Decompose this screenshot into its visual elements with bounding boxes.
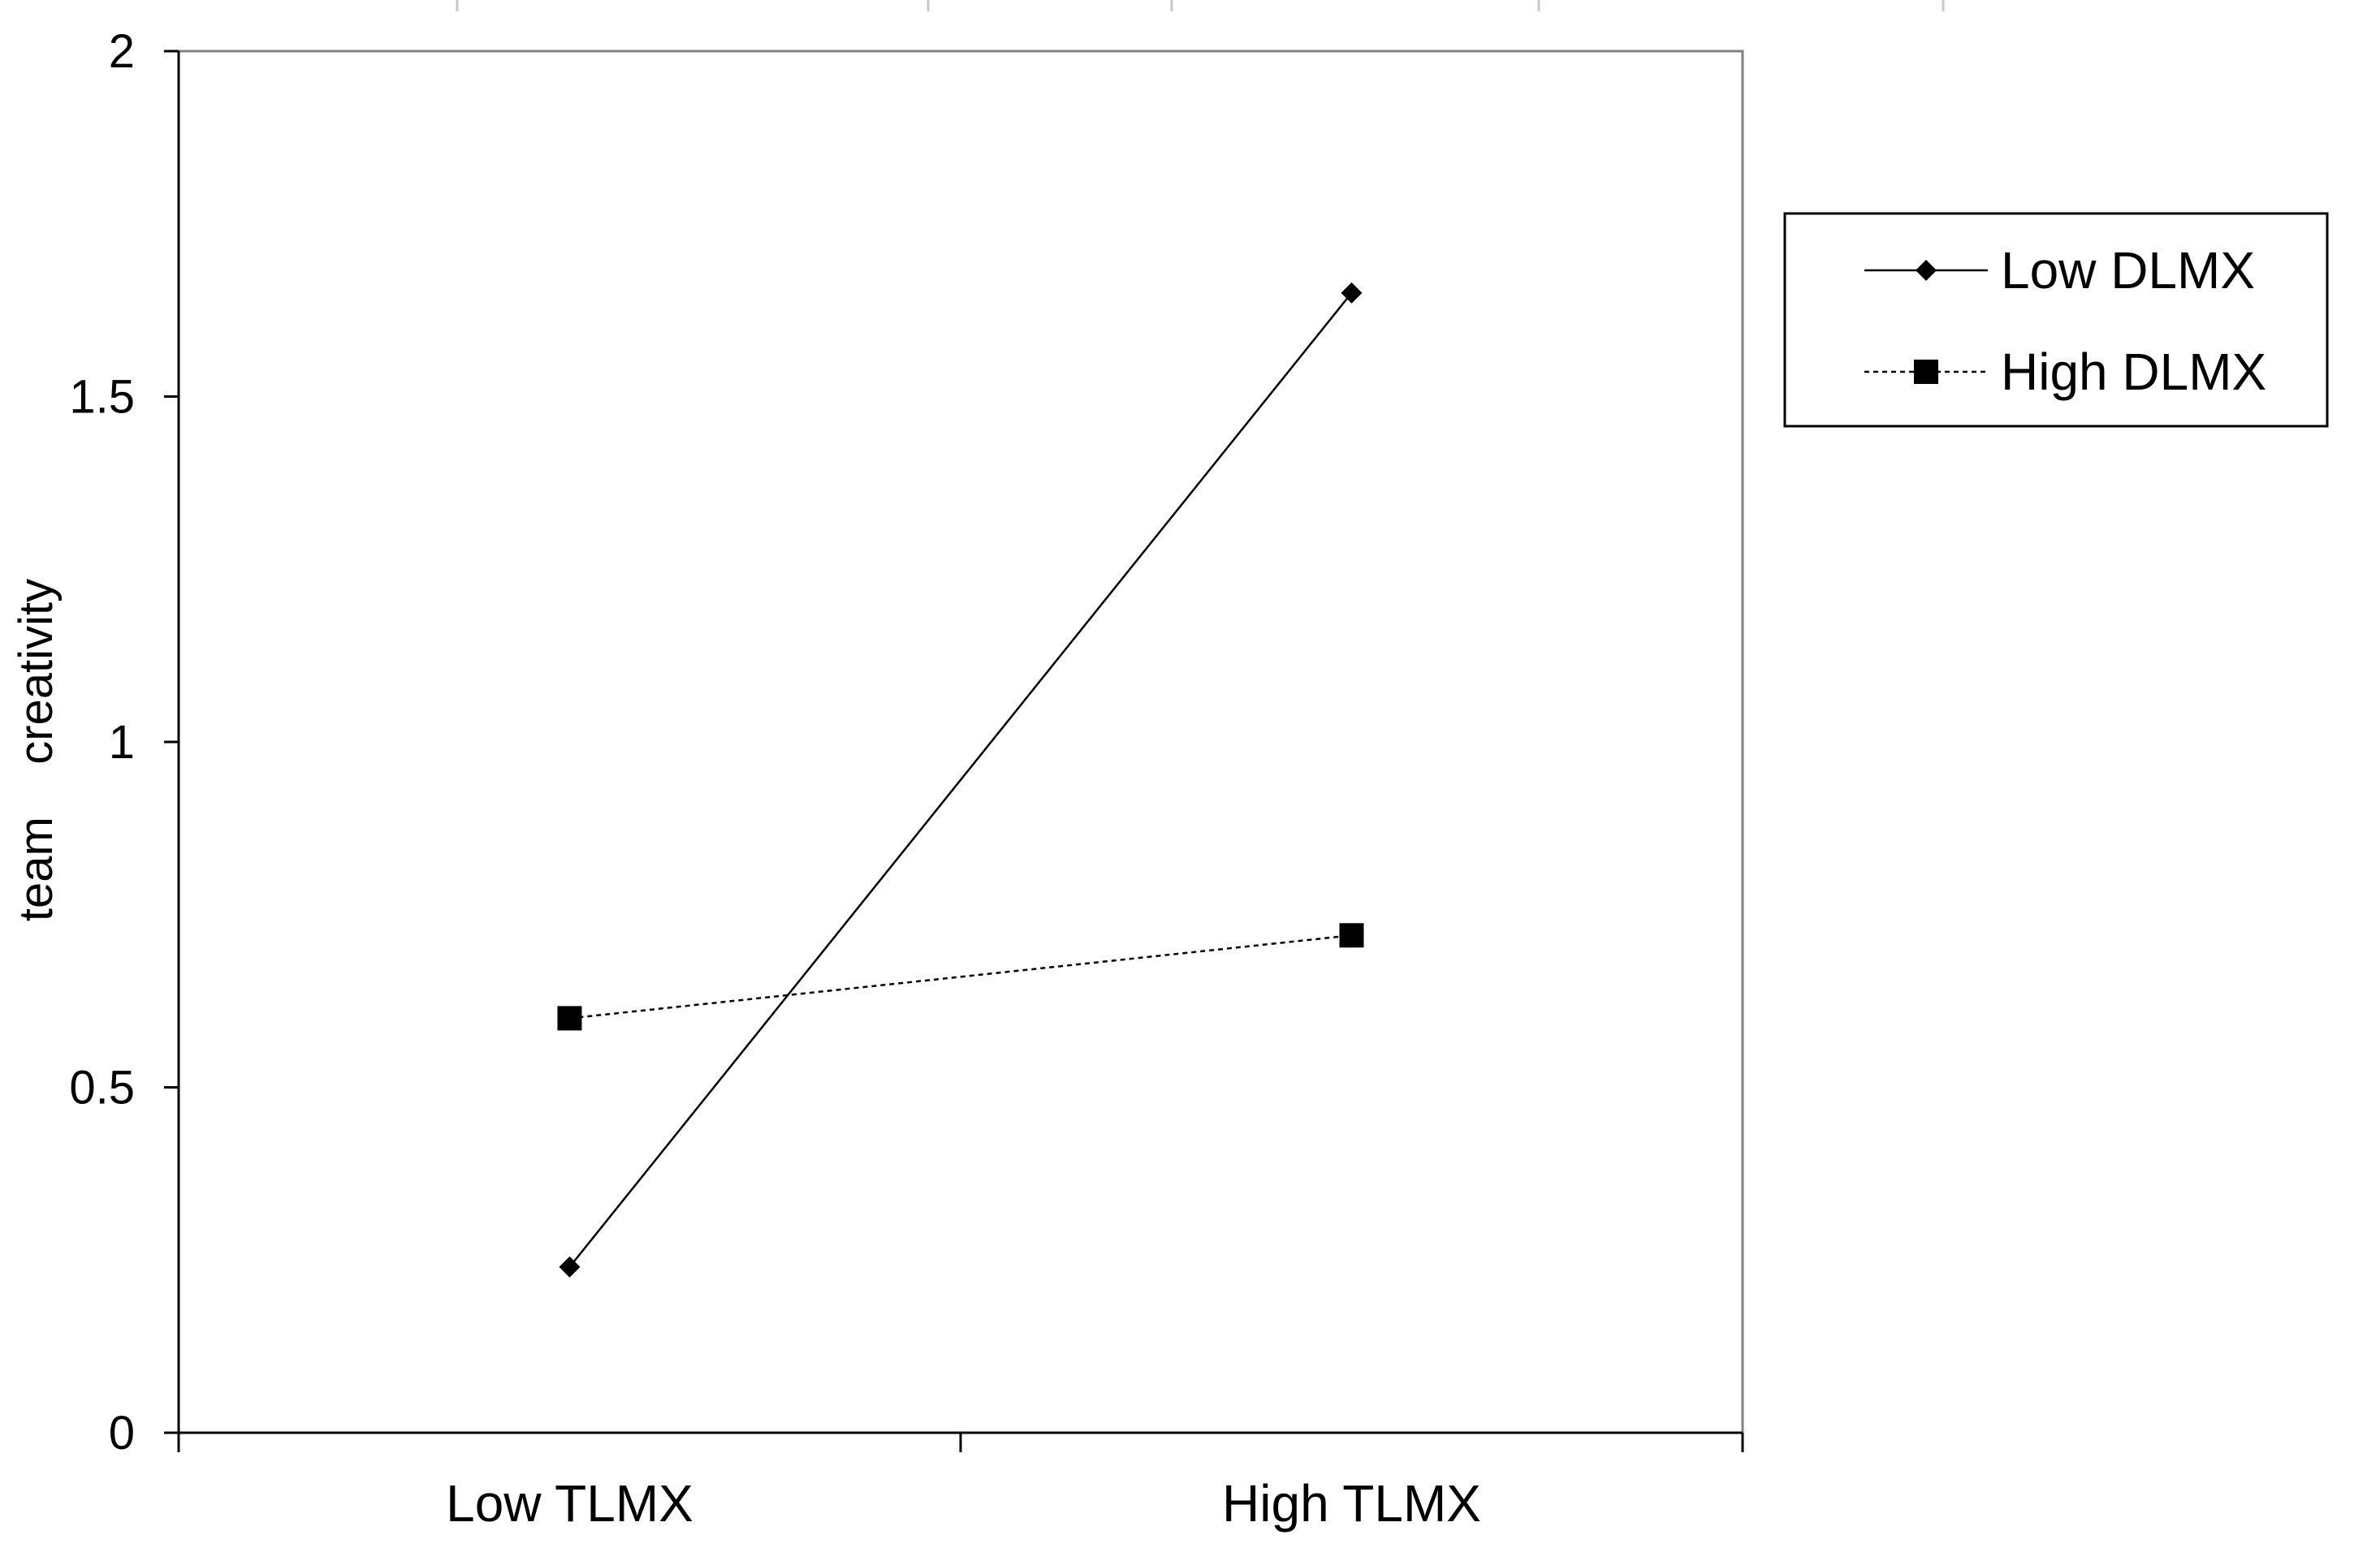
data-point-diamond — [559, 1256, 581, 1278]
series-high-dlmx — [557, 923, 1364, 1031]
x-category-label: Low TLMX — [446, 1474, 693, 1533]
series-line — [569, 934, 1352, 1020]
y-tick-label: 2 — [109, 25, 135, 78]
y-axis-title: team creativity — [10, 579, 63, 921]
y-tick-label: 1.5 — [69, 371, 135, 424]
y-tick-label: 0.5 — [69, 1062, 135, 1115]
data-point-square — [557, 1006, 582, 1031]
top-edge-ticks — [456, 0, 1945, 11]
x-axis: Low TLMX High TLMX — [177, 1431, 1744, 1533]
series-low-dlmx — [559, 282, 1363, 1278]
series-line — [568, 292, 1353, 1268]
data-point-diamond — [1341, 282, 1363, 304]
legend-box — [1783, 212, 2329, 428]
legend-label: Low DLMX — [2001, 241, 2255, 300]
legend-marker-square — [1914, 360, 1938, 384]
plot-area-frame — [177, 50, 1744, 1434]
data-point-square — [1339, 923, 1364, 948]
legend-label: High DLMX — [2001, 343, 2266, 401]
legend: Low DLMX High DLMX — [1783, 212, 2329, 428]
series-layer — [557, 282, 1364, 1278]
x-category-label: High TLMX — [1222, 1474, 1481, 1533]
legend-marker-diamond — [1916, 260, 1937, 281]
y-axis: 0 0.5 1 1.5 2 — [69, 25, 180, 1460]
y-tick-label: 0 — [109, 1407, 135, 1460]
y-tick-label: 1 — [109, 716, 135, 769]
